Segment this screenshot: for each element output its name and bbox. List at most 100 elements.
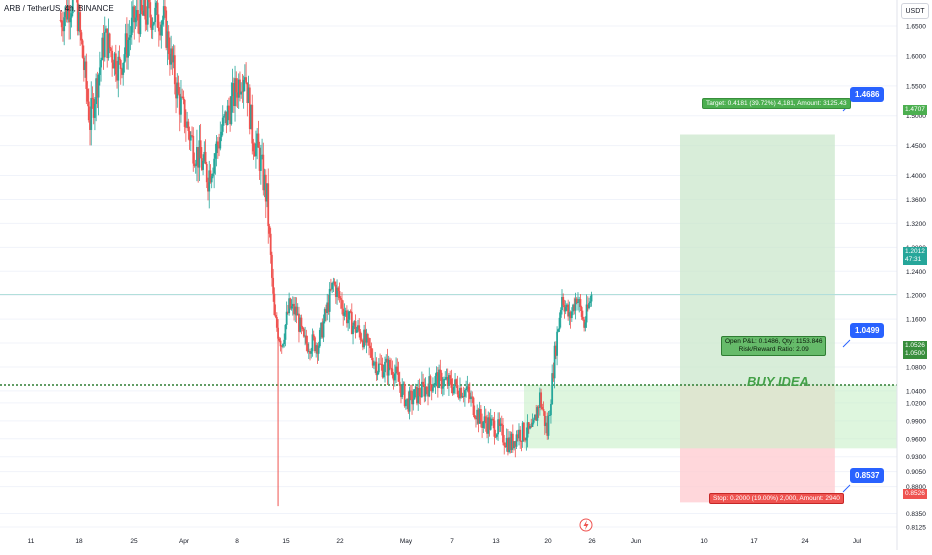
- candle-body: [561, 297, 563, 311]
- target-level-tag: 1.4707: [903, 105, 927, 115]
- candle-body: [357, 325, 359, 330]
- currency-button[interactable]: USDT: [901, 3, 929, 19]
- candle-body: [385, 358, 388, 362]
- time-axis-label: 22: [336, 538, 344, 545]
- time-axis-label: May: [400, 538, 413, 545]
- candle-body: [138, 20, 141, 35]
- candle-body: [513, 441, 515, 449]
- candle-body: [255, 143, 257, 157]
- candle-body: [507, 437, 509, 453]
- candle-body: [299, 317, 302, 332]
- candle-body: [171, 48, 174, 63]
- candle-body: [266, 183, 268, 202]
- symbol-title: ARB / TetherUS, 4h, BINANCE: [4, 4, 114, 13]
- candle-body: [484, 416, 487, 424]
- candle-body: [492, 418, 495, 421]
- candle-body: [212, 173, 214, 177]
- candle-body: [106, 28, 109, 58]
- candle-body: [376, 372, 379, 376]
- candle-body: [588, 303, 590, 309]
- candle-body: [440, 372, 443, 389]
- candle-body: [87, 101, 90, 121]
- candle-body: [352, 325, 354, 335]
- candle-body: [219, 137, 222, 149]
- candle-body: [284, 324, 287, 340]
- time-axis-label: 24: [801, 538, 809, 545]
- candle-body: [307, 350, 310, 352]
- candle-body: [424, 386, 427, 397]
- price-axis-label: 0.9300: [906, 454, 926, 461]
- candle-body: [520, 441, 523, 442]
- price-axis-label: 1.3200: [906, 221, 926, 228]
- candle-body: [509, 437, 512, 450]
- candle-body: [577, 301, 579, 303]
- candle-body: [187, 121, 190, 132]
- candle-body: [336, 287, 338, 297]
- candle-body: [353, 321, 356, 326]
- price-axis-label: 1.4500: [906, 143, 926, 150]
- time-axis-label: 10: [700, 538, 708, 545]
- candle-body: [338, 291, 341, 299]
- candle-body: [386, 358, 389, 376]
- candle-body: [257, 133, 260, 148]
- candle-body: [176, 82, 179, 99]
- candle-body: [116, 74, 118, 81]
- candle-body: [361, 340, 364, 348]
- candle-body: [370, 348, 373, 358]
- candle-body: [248, 87, 251, 130]
- time-axis-label: 7: [450, 538, 454, 545]
- time-axis-label: 25: [130, 538, 138, 545]
- candle-body: [409, 390, 412, 392]
- time-axis-label: 13: [492, 538, 500, 545]
- candle-body: [95, 78, 98, 105]
- candle-body: [466, 386, 469, 389]
- candle-body: [498, 419, 501, 426]
- candle-body: [69, 17, 72, 23]
- candle-body: [288, 298, 291, 314]
- entry-tag[interactable]: 1.0499: [850, 323, 885, 338]
- candle-body: [562, 297, 565, 306]
- candle-body: [559, 310, 562, 318]
- candle-body: [143, 0, 145, 16]
- candle-body: [516, 434, 519, 439]
- candle-body: [76, 0, 79, 32]
- candle-body: [343, 312, 346, 316]
- candle-body: [551, 373, 554, 405]
- candle-body: [285, 311, 288, 325]
- stop-tag[interactable]: 0.8537: [850, 468, 885, 483]
- candle-body: [479, 409, 482, 422]
- candle-body: [564, 307, 567, 312]
- candle-body: [148, 0, 150, 3]
- candle-body: [518, 429, 520, 439]
- candle-body: [432, 387, 434, 392]
- target-tag[interactable]: 1.4686: [850, 87, 885, 102]
- price-axis-label: 0.8350: [906, 511, 926, 518]
- candle-body: [97, 74, 100, 98]
- candle-body: [344, 310, 347, 313]
- candle-body: [85, 61, 88, 89]
- candle-body: [224, 111, 227, 117]
- candle-body: [368, 338, 370, 346]
- candle-body: [570, 311, 573, 319]
- candle-body: [199, 140, 202, 159]
- candle-body: [209, 170, 212, 183]
- candle-body: [252, 143, 255, 152]
- candle-body: [527, 422, 530, 429]
- candle-body: [578, 299, 581, 302]
- candle-body: [309, 350, 311, 354]
- candle-body: [472, 397, 475, 415]
- candle-body: [261, 154, 263, 156]
- candle-body: [408, 390, 411, 412]
- candle-body: [123, 54, 126, 63]
- candle-body: [420, 381, 423, 398]
- candle-body: [363, 329, 366, 348]
- candle-body: [78, 12, 80, 32]
- candle-body: [434, 376, 437, 386]
- candle-body: [540, 392, 543, 408]
- time-axis-label: 20: [544, 538, 552, 545]
- candle-body: [537, 407, 540, 408]
- candle-body: [543, 411, 546, 426]
- candle-body: [196, 146, 198, 166]
